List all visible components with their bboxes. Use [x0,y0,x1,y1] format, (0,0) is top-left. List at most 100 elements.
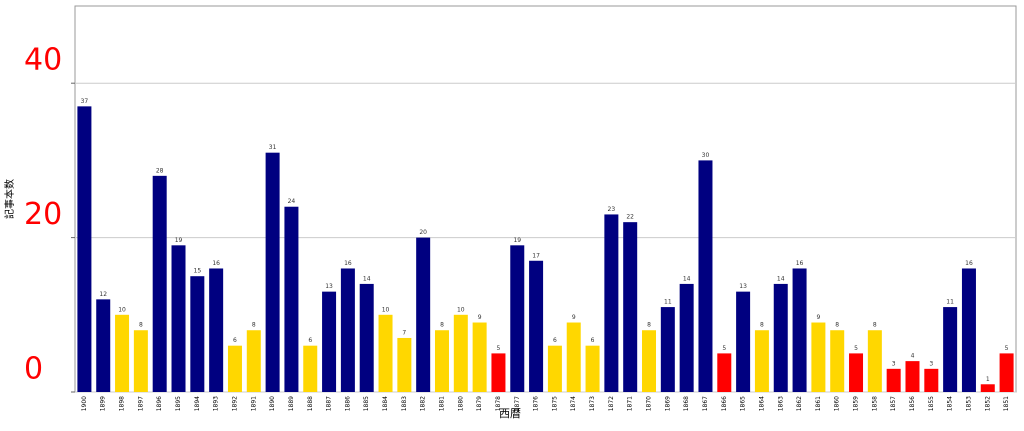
data-label: 10 [382,306,390,313]
data-label: 14 [363,275,371,282]
data-label: 6 [553,337,557,344]
bar [867,330,882,392]
bar [905,361,920,392]
x-tick-label: 1876 [533,396,540,411]
data-label: 12 [99,291,107,298]
data-label: 11 [664,299,672,306]
bar [322,291,337,392]
data-label: 17 [532,252,540,259]
bar [510,245,525,392]
data-label: 24 [288,198,296,205]
y-tick-label: 0 [24,352,43,387]
x-tick-label: 1857 [890,396,897,411]
data-label: 14 [683,275,691,282]
data-label: 5 [497,345,501,352]
x-tick-label: 1888 [307,396,314,411]
x-tick-label: 1863 [777,396,784,411]
bar [736,291,751,392]
bar [77,106,92,393]
x-tick-label: 1865 [740,396,747,411]
bar [547,345,562,392]
x-tick-label: 1889 [288,396,295,411]
data-label: 6 [233,337,237,344]
bar [604,214,619,392]
data-label: 5 [722,345,726,352]
bar [359,283,374,392]
data-label: 5 [854,345,858,352]
bar [585,345,600,392]
data-label: 11 [946,299,954,306]
x-tick-label: 1887 [326,396,333,411]
bar [491,353,506,392]
data-label: 8 [835,322,839,329]
bar [961,268,976,392]
data-label: 16 [212,260,220,267]
data-label: 16 [796,260,804,267]
data-label: 37 [81,98,89,105]
data-label: 8 [252,322,256,329]
bar [284,206,299,392]
data-label: 3 [892,360,896,367]
bar [773,283,788,392]
x-tick-label: 1862 [796,396,803,411]
bar [660,307,675,392]
y-axis-label: 記事本数 [3,179,16,219]
bar [811,322,826,392]
bar [416,237,431,392]
data-label: 1 [986,376,990,383]
x-tick-label: 1899 [100,396,107,411]
bar [642,330,657,392]
bar [679,283,694,392]
data-label: 23 [608,206,616,213]
x-tick-label: 1885 [363,396,370,411]
x-tick-label: 1874 [570,396,577,411]
data-label: 8 [647,322,651,329]
bar [453,314,468,392]
x-tick-label: 1875 [551,396,558,411]
x-tick-label: 1881 [438,396,445,411]
bar [472,322,487,392]
x-tick-label: 1897 [137,396,144,411]
data-label: 16 [344,260,352,267]
bar [340,268,355,392]
bar [190,276,205,392]
x-tick-label: 1882 [420,396,427,411]
x-tick-label: 1895 [175,396,182,411]
data-label: 9 [572,314,576,321]
data-label: 8 [760,322,764,329]
data-label: 13 [325,283,333,290]
data-label: 7 [402,329,406,336]
data-label: 9 [816,314,820,321]
x-tick-label: 1900 [81,396,88,411]
data-label: 5 [1005,345,1009,352]
x-axis-label: 西暦 [499,407,521,420]
x-tick-label: 1884 [382,396,389,411]
bar [397,337,412,392]
x-tick-label: 1872 [608,396,615,411]
x-tick-label: 1898 [119,396,126,411]
y-tick-label: 20 [24,197,62,232]
x-tick-label: 1861 [815,396,822,411]
bar [115,314,130,392]
x-tick-label: 1868 [683,396,690,411]
bar [999,353,1014,392]
x-tick-label: 1864 [758,396,765,411]
x-tick-label: 1879 [476,396,483,411]
data-label: 13 [739,283,747,290]
data-label: 8 [873,322,877,329]
x-tick-label: 1853 [965,396,972,411]
bar [943,307,958,392]
data-label: 6 [308,337,312,344]
data-label: 19 [513,237,521,244]
bar [265,152,280,392]
data-label: 8 [440,322,444,329]
x-tick-label: 1894 [194,396,201,411]
bar [792,268,807,392]
bar [171,245,186,392]
data-label: 14 [777,275,785,282]
bar [698,160,713,392]
x-tick-label: 1893 [213,396,220,411]
bar [227,345,242,392]
bar [924,368,939,392]
